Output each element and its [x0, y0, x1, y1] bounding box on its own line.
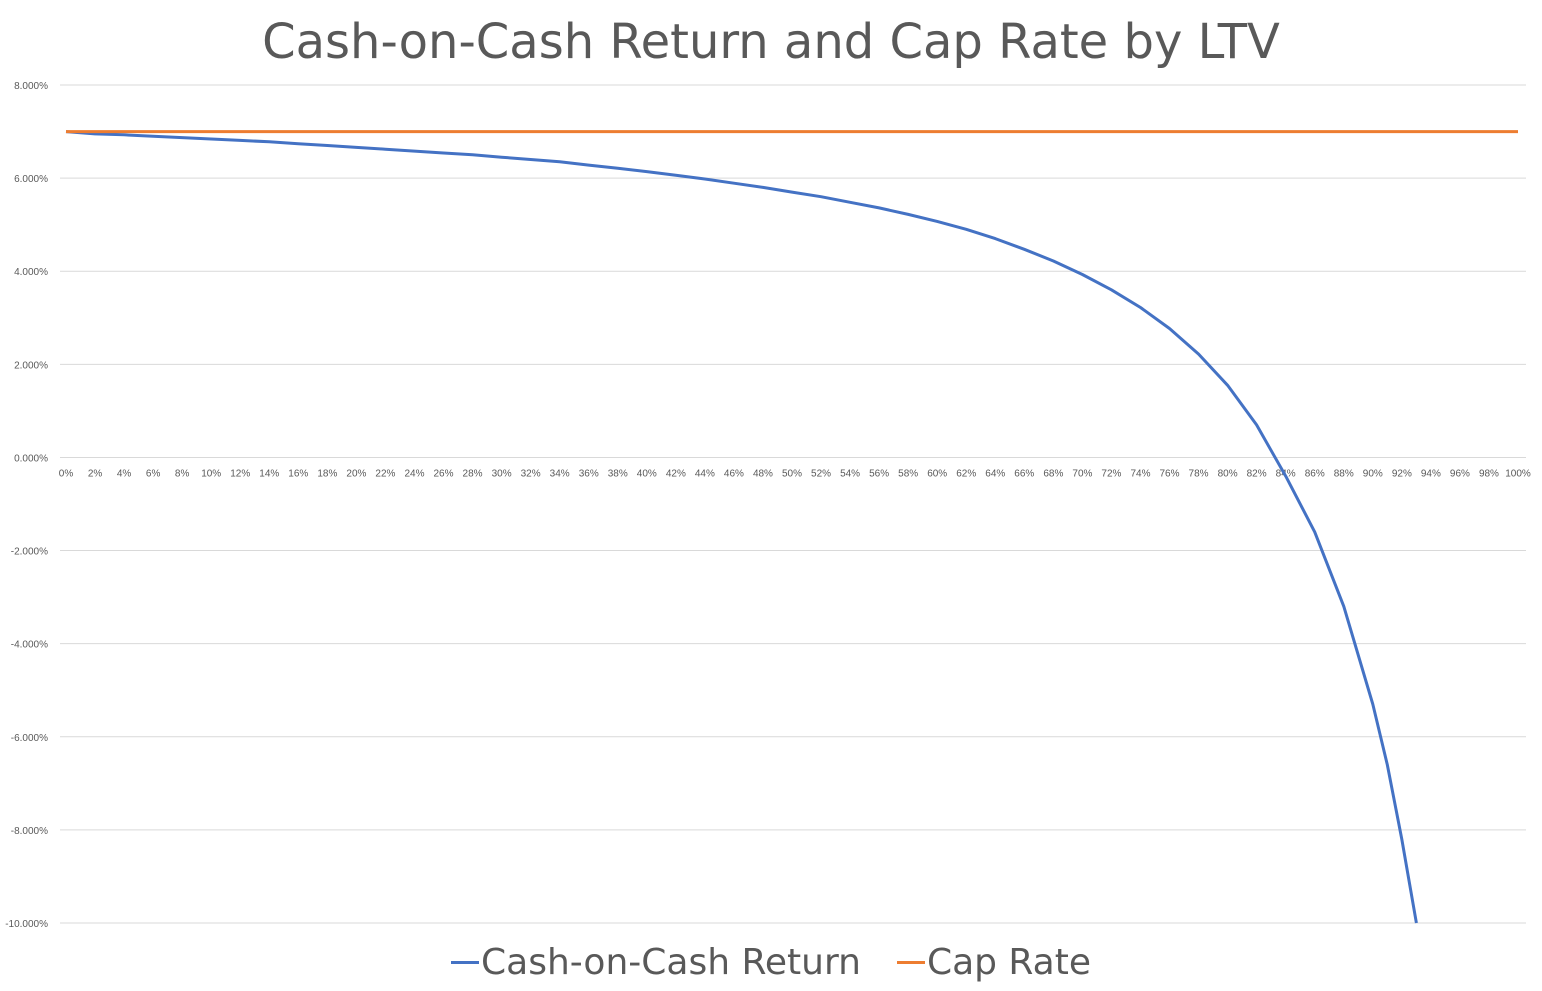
x-tick-label: 62% [956, 468, 976, 479]
y-tick-label: -8.000% [11, 826, 48, 837]
x-tick-label: 0% [59, 468, 74, 479]
x-tick-label: 56% [869, 468, 889, 479]
x-tick-label: 16% [288, 468, 308, 479]
x-tick-label: 94% [1421, 468, 1441, 479]
x-tick-label: 64% [985, 468, 1005, 479]
x-tick-label: 96% [1450, 468, 1470, 479]
x-tick-label: 10% [201, 468, 221, 479]
x-tick-label: 34% [550, 468, 570, 479]
y-tick-label: -2.000% [11, 547, 48, 558]
x-tick-label: 12% [230, 468, 250, 479]
x-tick-label: 82% [1247, 468, 1267, 479]
x-tick-label: 44% [695, 468, 715, 479]
series-lines [65, 130, 1518, 924]
x-tick-label: 26% [434, 468, 454, 479]
chart-title: Cash-on-Cash Return and Cap Rate by LTV [262, 14, 1280, 70]
y-tick-label: -4.000% [11, 640, 48, 651]
x-tick-label: 22% [375, 468, 395, 479]
x-tick-label: 100% [1505, 468, 1531, 479]
y-tick-label: 6.000% [14, 174, 48, 185]
x-tick-label: 86% [1305, 468, 1325, 479]
x-tick-label: 52% [811, 468, 831, 479]
x-tick-label: 24% [404, 468, 424, 479]
y-axis-ticks: 8.000% 6.000% 4.000% 2.000% 0.000% -2.000% -4.… [5, 81, 48, 930]
legend-item-cash-on-cash: Cash-on-Cash Return [451, 942, 861, 983]
legend-swatch-cash-on-cash [451, 961, 479, 964]
x-tick-label: 58% [898, 468, 918, 479]
x-tick-label: 4% [117, 468, 132, 479]
y-tick-label: 4.000% [14, 267, 48, 278]
x-tick-label: 80% [1218, 468, 1238, 479]
legend: Cash-on-Cash Return Cap Rate [0, 942, 1542, 983]
x-tick-label: 88% [1334, 468, 1354, 479]
x-tick-label: 72% [1101, 468, 1121, 479]
x-tick-label: 68% [1043, 468, 1063, 479]
x-tick-label: 76% [1160, 468, 1180, 479]
x-tick-label: 2% [88, 468, 103, 479]
y-tick-label: 2.000% [14, 360, 48, 371]
y-tick-label: -10.000% [5, 919, 48, 930]
x-tick-label: 30% [492, 468, 512, 479]
y-tick-label: 0.000% [14, 453, 48, 464]
x-tick-label: 46% [724, 468, 744, 479]
legend-label-cap-rate: Cap Rate [926, 942, 1091, 983]
x-tick-label: 14% [259, 468, 279, 479]
x-tick-label: 66% [1014, 468, 1034, 479]
x-tick-label: 74% [1130, 468, 1150, 479]
x-tick-label: 42% [666, 468, 686, 479]
x-tick-label: 50% [782, 468, 802, 479]
x-tick-label: 90% [1363, 468, 1383, 479]
x-tick-label: 40% [637, 468, 657, 479]
x-tick-label: 98% [1479, 468, 1499, 479]
x-tick-label: 18% [317, 468, 337, 479]
x-tick-label: 54% [840, 468, 860, 479]
x-tick-label: 38% [608, 468, 628, 479]
x-tick-label: 48% [753, 468, 773, 479]
y-tick-label: 8.000% [14, 81, 48, 92]
x-tick-label: 60% [927, 468, 947, 479]
legend-swatch-cap-rate [896, 961, 925, 964]
x-tick-label: 70% [1072, 468, 1092, 479]
x-tick-label: 6% [146, 468, 161, 479]
legend-item-cap-rate: Cap Rate [896, 942, 1091, 983]
x-tick-label: 92% [1392, 468, 1412, 479]
x-tick-label: 78% [1189, 468, 1209, 479]
x-tick-label: 8% [175, 468, 190, 479]
y-tick-label: -6.000% [11, 733, 48, 744]
x-axis-ticks: 0% 2% 4% 6% 8% 10% 12% 14% 16% 18% 20% 22% 24% 26% 28%… [59, 468, 1531, 479]
series-line-cash-on-cash-return [65, 130, 1418, 924]
x-tick-label: 20% [346, 468, 366, 479]
x-tick-label: 36% [579, 468, 599, 479]
x-tick-label: 32% [521, 468, 541, 479]
x-tick-label: 28% [463, 468, 483, 479]
gridlines [60, 84, 1526, 924]
legend-label-cash-on-cash: Cash-on-Cash Return [481, 942, 861, 983]
